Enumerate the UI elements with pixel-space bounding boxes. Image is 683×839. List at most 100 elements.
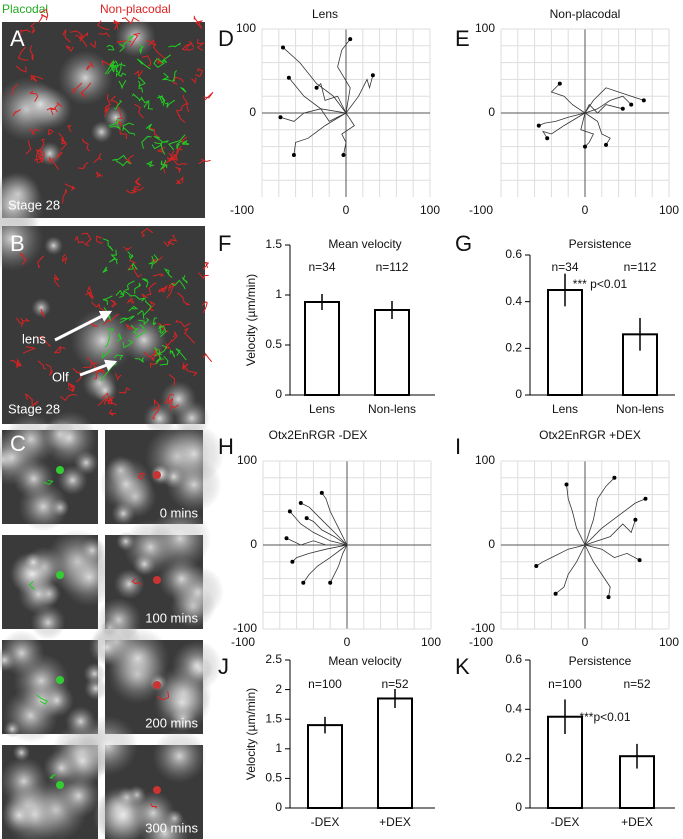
track-end [290, 559, 295, 564]
cell-track [156, 691, 170, 701]
y-tick-label: 0.5 [265, 771, 282, 785]
cell-track [140, 228, 154, 238]
track-end [641, 98, 646, 103]
category-label: Lens [552, 402, 578, 416]
cell-track [134, 69, 144, 78]
panel-letter: G [455, 231, 472, 256]
cell-track [38, 139, 45, 152]
chart-title: Otx2EnRGR -DEX [269, 428, 368, 442]
cell-track [67, 382, 76, 393]
bar [547, 289, 583, 396]
cell-track [163, 268, 173, 279]
cell-track [184, 365, 198, 377]
cell-track [181, 362, 189, 371]
cell-track [179, 86, 187, 93]
cell-track [141, 278, 149, 288]
cell-track [47, 128, 54, 135]
cell-track [113, 354, 124, 361]
y-tick-label: 1 [275, 287, 282, 301]
track [538, 112, 586, 126]
cell-track [53, 346, 66, 354]
cell-blob [44, 236, 64, 256]
significance: *** p<0.01 [573, 277, 628, 291]
cell-track [122, 122, 135, 130]
cell-track [122, 35, 134, 47]
track-end [278, 115, 283, 120]
panel-letter: C [10, 431, 26, 456]
cell-track [114, 100, 123, 110]
cell-blob [114, 16, 156, 58]
cell-blob [131, 790, 176, 836]
cell-dot [56, 466, 64, 474]
cell-track [158, 94, 166, 106]
cell-track [61, 253, 68, 264]
y-axis-label: Velocity (µm/min) [244, 688, 258, 780]
track [280, 108, 347, 122]
cell-track [90, 40, 97, 49]
bar [377, 697, 413, 809]
x-tick-label: 0 [582, 635, 589, 649]
cell-dot [56, 781, 64, 789]
cell-blob [23, 552, 43, 572]
cell-track [115, 289, 125, 297]
track [345, 75, 374, 114]
cell-blob [59, 547, 119, 607]
track [580, 112, 594, 147]
cell-track [155, 356, 162, 365]
track-end [553, 591, 558, 596]
cell-track [131, 578, 143, 586]
track [542, 112, 586, 139]
cell-blob [13, 458, 55, 500]
cell-track [146, 39, 156, 47]
cell-track [29, 90, 39, 102]
cell-track [110, 249, 118, 265]
y-tick-label: 2.5 [265, 652, 282, 666]
track [289, 511, 348, 546]
cell-track [106, 44, 115, 51]
panel-letter: E [455, 26, 470, 51]
y-tick-label: -100 [471, 621, 495, 635]
x-tick-label: -100 [469, 203, 493, 217]
cell-track [16, 358, 22, 368]
arrow [79, 359, 118, 377]
cell-blob [1, 798, 37, 833]
cell-track [69, 30, 83, 40]
cell-track [10, 360, 22, 368]
bar [374, 309, 410, 396]
cell-track [125, 280, 135, 291]
cell-track [134, 177, 142, 186]
cell-track [123, 246, 132, 252]
y-tick-label: 0 [275, 387, 282, 401]
cell-track [127, 259, 136, 271]
y-tick-label: 100 [236, 21, 256, 35]
cell-track [116, 332, 123, 342]
y-tick-label: 0 [250, 537, 257, 551]
cell-track [62, 188, 68, 204]
cell-track [181, 140, 190, 145]
cell-blob [0, 206, 44, 271]
cell-track [59, 393, 78, 402]
cell-track [24, 393, 34, 401]
cell-track [54, 102, 63, 113]
time-label: 200 mins [145, 715, 198, 730]
cell-track [121, 16, 140, 25]
track-end [341, 153, 346, 157]
cell-track [125, 323, 133, 331]
cell-track [185, 40, 194, 52]
y-tick-label: 0 [275, 800, 282, 814]
y-tick-label: 0 [249, 105, 256, 119]
cell-dot [153, 576, 161, 584]
y-tick-label: 100 [475, 21, 495, 35]
track-end [534, 564, 539, 568]
cell-track [129, 295, 147, 302]
track [292, 544, 348, 563]
cell-track [176, 140, 182, 149]
cell-track [30, 22, 36, 34]
cell-track [169, 349, 176, 359]
cell-dot [153, 681, 161, 689]
cell-track [90, 301, 106, 312]
cell-track [20, 29, 32, 35]
cell-track [184, 327, 195, 344]
y-tick-label: 2 [275, 682, 282, 696]
track-end [536, 123, 541, 128]
